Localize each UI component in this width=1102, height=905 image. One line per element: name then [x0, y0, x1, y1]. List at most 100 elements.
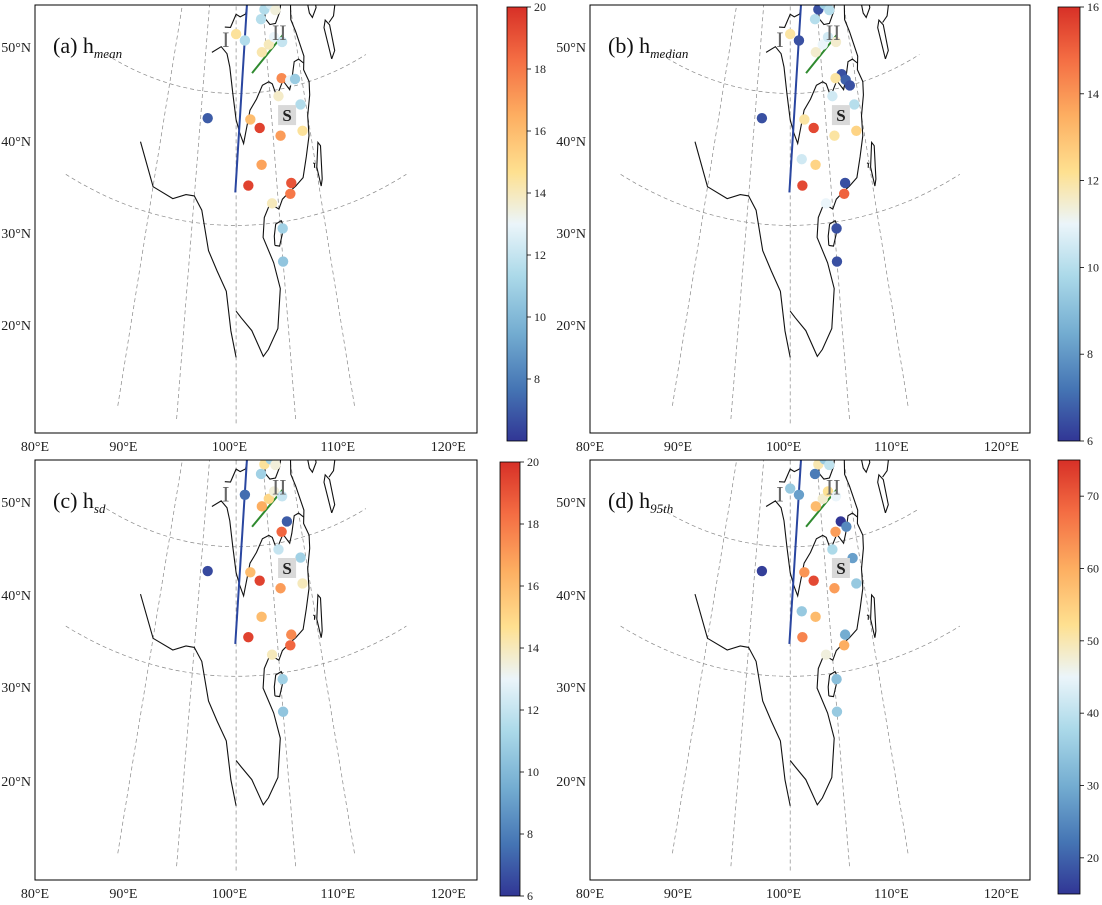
lat-tick-label: 40°N — [1, 135, 31, 150]
station-dot — [808, 575, 819, 586]
station-dot — [252, 460, 257, 461]
station-dot — [829, 130, 840, 141]
station-dot — [239, 35, 251, 46]
colorbar-tick-label: 8 — [527, 827, 533, 841]
station-dot — [799, 567, 810, 578]
longitude-gridline — [730, 5, 765, 420]
colorbar-tick-label: 14 — [1087, 87, 1099, 101]
station-dot — [259, 0, 269, 1]
colorbar-tick-label: 18 — [534, 62, 546, 76]
lon-tick-label: 80°E — [21, 887, 49, 902]
coastline — [312, 614, 316, 620]
station-dot — [277, 706, 289, 717]
coastline — [323, 473, 336, 514]
longitude-gridline — [176, 5, 210, 420]
lat-tick-label: 30°N — [1, 227, 31, 242]
lon-tick-label: 90°E — [109, 440, 137, 455]
lon-tick-label: 120°E — [431, 887, 466, 902]
station-dot — [830, 491, 842, 502]
station-dot — [266, 198, 278, 209]
station-dot — [276, 72, 287, 84]
station-dot — [256, 159, 267, 171]
station-dot — [824, 5, 835, 16]
station-dot — [847, 552, 858, 564]
coastline — [789, 5, 871, 358]
lon-tick-label: 100°E — [766, 440, 801, 455]
longitude-gridline — [843, 460, 909, 854]
lat-tick-label: 20°N — [556, 319, 586, 334]
lat-tick-label: 30°N — [1, 681, 31, 696]
hu-line — [234, 5, 248, 193]
panel-title: (b) hmedian — [608, 33, 688, 61]
colorbar-tick-label: 14 — [527, 641, 539, 655]
panel-title: (c) hsd — [53, 488, 106, 516]
colorbar-tick-label: 14 — [534, 186, 546, 200]
lat-tick-label: 30°N — [556, 681, 586, 696]
station-dot — [851, 578, 862, 589]
station-dot — [796, 606, 807, 617]
station-dot — [245, 114, 256, 125]
colorbar-tick-label: 30 — [1087, 779, 1099, 793]
lon-tick-label: 80°E — [576, 887, 604, 902]
colorbar-tick-label: 16 — [527, 579, 539, 593]
lat-tick-label: 20°N — [1, 319, 31, 334]
station-dot — [844, 80, 856, 91]
station-dot — [793, 35, 805, 46]
colorbar-tick-label: 18 — [527, 517, 539, 531]
coastline — [139, 141, 237, 358]
station-dot — [785, 28, 796, 40]
station-dot — [831, 706, 843, 717]
station-dot — [851, 125, 862, 136]
station-dot — [827, 90, 838, 102]
station-dot — [273, 90, 284, 102]
station-dot — [265, 375, 275, 385]
station-dot — [808, 122, 819, 134]
colorbar-tick-label: 20 — [527, 455, 539, 469]
station-dot — [756, 565, 768, 577]
lat-tick-label: 50°N — [556, 496, 586, 511]
station-dot — [813, 446, 823, 456]
coastline — [139, 593, 237, 806]
colorbar-tick-label: 8 — [534, 372, 540, 386]
lat-tick-label: 40°N — [1, 589, 31, 604]
coastline — [328, 460, 336, 478]
latitude-gridline — [106, 54, 367, 94]
region-label-box — [278, 105, 297, 126]
coastline — [694, 593, 791, 806]
station-dot — [277, 674, 288, 685]
station-dot — [286, 177, 297, 189]
lon-tick-label: 100°E — [766, 887, 801, 902]
station-dot — [817, 39, 828, 50]
station-dot — [815, 438, 825, 448]
coastline — [789, 460, 871, 806]
station-dot — [275, 583, 286, 594]
station-dot — [793, 489, 805, 501]
station-dot — [810, 611, 821, 623]
map-frame — [589, 4, 1031, 434]
lat-tick-label: 50°N — [556, 41, 586, 56]
station-dot — [254, 122, 265, 134]
coastline — [827, 219, 839, 247]
station-dot — [822, 31, 834, 43]
colorbar-tick-label: 6 — [527, 889, 533, 903]
coastline — [877, 473, 889, 514]
lon-tick-label: 80°E — [576, 440, 604, 455]
coastline — [882, 460, 889, 478]
panel-title: (d) h95th — [608, 488, 673, 516]
lat-tick-label: 20°N — [1, 775, 31, 790]
station-dot — [810, 47, 822, 58]
station-dot — [289, 73, 301, 85]
region-label-box — [278, 557, 297, 578]
colorbar-tick-label: 8 — [1087, 347, 1093, 361]
station-dot — [276, 491, 288, 502]
coastline — [273, 670, 285, 698]
colorbar-tick-label: 20 — [1087, 851, 1099, 865]
lon-tick-label: 110°E — [874, 887, 909, 902]
station-dot — [245, 567, 256, 578]
station-dot — [797, 631, 808, 643]
station-dot — [295, 99, 306, 110]
station-dot — [809, 468, 821, 480]
